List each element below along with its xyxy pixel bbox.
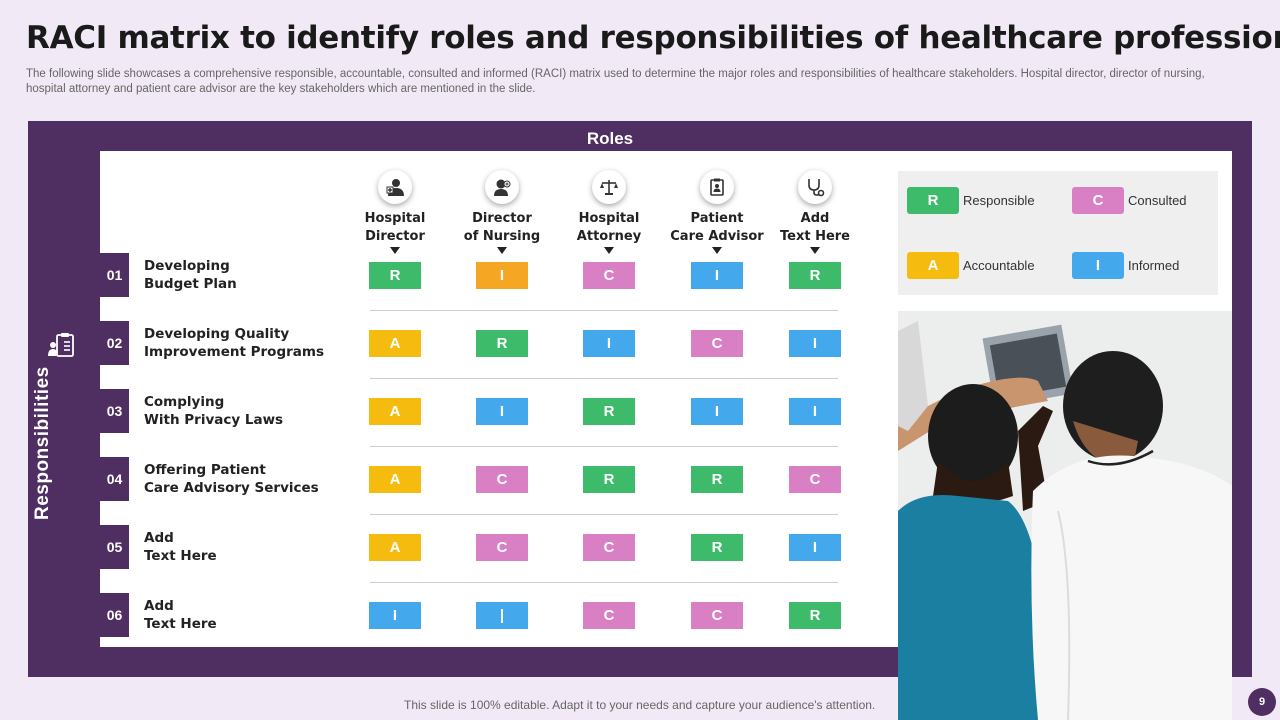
- row-number: 01: [100, 253, 129, 297]
- legend-badge-a: A: [907, 252, 959, 279]
- arrow-down-icon: [712, 247, 722, 254]
- roles-header: Roles: [586, 129, 634, 148]
- doctor-icon: [378, 170, 412, 204]
- legend-label-accountable: Accountable: [963, 258, 1035, 273]
- raci-cell: I: [583, 330, 635, 357]
- responsibility-row: 03 Complying With Privacy Laws A I R I I: [100, 389, 841, 447]
- raci-cell: I: [476, 398, 528, 425]
- responsibility-label: Complying With Privacy Laws: [144, 394, 284, 428]
- raci-cell: R: [691, 466, 743, 493]
- stethoscope-icon: [798, 170, 832, 204]
- raci-cell: I: [691, 262, 743, 289]
- nurse-icon: [485, 170, 519, 204]
- row-divider: [370, 310, 838, 311]
- raci-cell: C: [789, 466, 841, 493]
- arrow-down-icon: [604, 247, 614, 254]
- raci-cell: C: [691, 330, 743, 357]
- responsibilities-clipboard-icon: [48, 333, 74, 357]
- role-header-2: Director of Nursing: [447, 170, 557, 254]
- legend-label-informed: Informed: [1128, 258, 1180, 273]
- responsibility-row: 05 Add Text Here A C C R I: [100, 525, 841, 583]
- footer-note: This slide is 100% editable. Adapt it to…: [404, 698, 876, 712]
- responsibility-row: 01 Developing Budget Plan R I C I R: [100, 253, 841, 311]
- arrow-down-icon: [497, 247, 507, 254]
- doctors-xray-photo: [898, 311, 1232, 720]
- legend: R Responsible C Consulted A Accountable …: [898, 171, 1218, 295]
- legend-badge-r: R: [907, 187, 959, 214]
- raci-cell: R: [369, 262, 421, 289]
- role-header-5: Add Text Here: [760, 170, 870, 254]
- row-divider: [370, 514, 838, 515]
- raci-cell: R: [583, 466, 635, 493]
- slide-subtitle: The following slide showcases a comprehe…: [26, 68, 1205, 95]
- raci-cell: I: [369, 602, 421, 629]
- raci-cell: A: [369, 466, 421, 493]
- row-divider: [370, 378, 838, 379]
- role-name: Add Text Here: [779, 211, 850, 244]
- raci-cell: A: [369, 398, 421, 425]
- responsibility-row: 04 Offering Patient Care Advisory Service…: [100, 457, 841, 515]
- raci-cell: I: [789, 398, 841, 425]
- raci-cell: C: [476, 466, 528, 493]
- role-name: Patient Care Advisor: [670, 211, 764, 244]
- role-name: Director of Nursing: [463, 211, 541, 244]
- raci-cell: A: [369, 534, 421, 561]
- legend-item-responsible: R Responsible: [907, 187, 1035, 214]
- raci-cell: R: [789, 262, 841, 289]
- raci-cell: I: [691, 398, 743, 425]
- legend-label-consulted: Consulted: [1128, 193, 1187, 208]
- raci-cell: C: [691, 602, 743, 629]
- page-number: 9: [1248, 688, 1276, 716]
- row-number: 02: [100, 321, 129, 365]
- clipboard-patient-icon: [700, 170, 734, 204]
- slide-title: RACI matrix to identify roles and respon…: [26, 20, 1280, 56]
- legend-item-consulted: C Consulted: [1072, 187, 1187, 214]
- raci-cell: R: [691, 534, 743, 561]
- raci-cell: R: [583, 398, 635, 425]
- responsibility-row: 02 Developing Quality Improvement Program…: [100, 321, 841, 379]
- role-name: Hospital Director: [364, 211, 426, 244]
- raci-cell: I: [789, 330, 841, 357]
- raci-cell: C: [583, 262, 635, 289]
- row-number: 06: [100, 593, 129, 637]
- raci-cell: R: [789, 602, 841, 629]
- raci-cell: R: [476, 330, 528, 357]
- role-header-3: Hospital Attorney: [554, 170, 664, 254]
- row-divider: [370, 582, 838, 583]
- raci-cell: C: [476, 534, 528, 561]
- responsibility-label: Developing Quality Improvement Programs: [144, 326, 324, 360]
- legend-badge-i: I: [1072, 252, 1124, 279]
- responsibility-label: Add Text Here: [144, 530, 217, 564]
- role-name: Hospital Attorney: [576, 211, 642, 244]
- legend-badge-c: C: [1072, 187, 1124, 214]
- row-divider: [370, 446, 838, 447]
- legend-label-responsible: Responsible: [963, 193, 1035, 208]
- responsibility-label: Developing Budget Plan: [144, 258, 237, 292]
- raci-cell: A: [369, 330, 421, 357]
- row-number: 04: [100, 457, 129, 501]
- raci-cell: I: [476, 262, 528, 289]
- photo-illustration: [898, 311, 1232, 720]
- row-number: 05: [100, 525, 129, 569]
- arrow-down-icon: [390, 247, 400, 254]
- raci-cell: C: [583, 534, 635, 561]
- row-number: 03: [100, 389, 129, 433]
- legend-item-informed: I Informed: [1072, 252, 1179, 279]
- raci-cell: C: [583, 602, 635, 629]
- responsibility-label: Add Text Here: [144, 598, 217, 632]
- responsibility-row: 06 Add Text Here I | C C R: [100, 593, 841, 637]
- role-header-1: Hospital Director: [340, 170, 450, 254]
- raci-cell: I: [789, 534, 841, 561]
- role-header-4: Patient Care Advisor: [662, 170, 772, 254]
- responsibilities-label: Responsibilities: [32, 366, 53, 520]
- scales-icon: [592, 170, 626, 204]
- arrow-down-icon: [810, 247, 820, 254]
- raci-cell: |: [476, 602, 528, 629]
- legend-item-accountable: A Accountable: [907, 252, 1035, 279]
- responsibility-label: Offering Patient Care Advisory Services: [144, 462, 319, 496]
